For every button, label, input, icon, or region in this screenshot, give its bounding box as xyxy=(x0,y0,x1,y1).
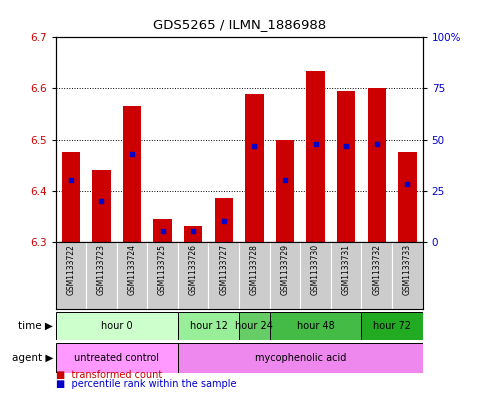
Bar xyxy=(147,242,178,309)
Bar xyxy=(361,242,392,309)
Text: GDS5265 / ILMN_1886988: GDS5265 / ILMN_1886988 xyxy=(153,18,326,31)
Bar xyxy=(337,91,355,242)
Text: GSM1133732: GSM1133732 xyxy=(372,244,381,295)
Text: GSM1133729: GSM1133729 xyxy=(281,244,289,295)
Bar xyxy=(178,312,239,340)
Text: hour 72: hour 72 xyxy=(373,321,411,331)
Text: GSM1133724: GSM1133724 xyxy=(128,244,137,295)
Bar xyxy=(86,242,117,309)
Bar xyxy=(178,343,423,373)
Bar xyxy=(276,140,294,242)
Bar xyxy=(368,88,386,242)
Text: ■  percentile rank within the sample: ■ percentile rank within the sample xyxy=(56,379,236,389)
Bar xyxy=(178,242,209,309)
Text: GSM1133730: GSM1133730 xyxy=(311,244,320,295)
Bar xyxy=(239,242,270,309)
Bar xyxy=(398,152,416,242)
Text: time ▶: time ▶ xyxy=(18,321,53,331)
Text: hour 48: hour 48 xyxy=(297,321,334,331)
Bar xyxy=(209,242,239,309)
Bar xyxy=(56,242,86,309)
Text: GSM1133723: GSM1133723 xyxy=(97,244,106,295)
Bar xyxy=(306,71,325,242)
Bar xyxy=(123,106,141,242)
Bar xyxy=(361,312,423,340)
Text: GSM1133727: GSM1133727 xyxy=(219,244,228,295)
Bar xyxy=(56,312,178,340)
Text: GSM1133731: GSM1133731 xyxy=(341,244,351,295)
Text: hour 0: hour 0 xyxy=(101,321,132,331)
Text: GSM1133722: GSM1133722 xyxy=(66,244,75,295)
Text: mycophenolic acid: mycophenolic acid xyxy=(255,353,346,363)
Text: ■  transformed count: ■ transformed count xyxy=(56,370,162,380)
Bar xyxy=(92,170,111,242)
Text: GSM1133725: GSM1133725 xyxy=(158,244,167,295)
Text: hour 12: hour 12 xyxy=(189,321,227,331)
Bar xyxy=(62,152,80,242)
Bar xyxy=(117,242,147,309)
Text: GSM1133733: GSM1133733 xyxy=(403,244,412,295)
Text: untreated control: untreated control xyxy=(74,353,159,363)
Bar xyxy=(56,343,178,373)
Text: hour 24: hour 24 xyxy=(235,321,273,331)
Text: GSM1133728: GSM1133728 xyxy=(250,244,259,295)
Bar xyxy=(392,242,423,309)
Bar xyxy=(270,312,361,340)
Text: agent ▶: agent ▶ xyxy=(12,353,53,363)
Bar xyxy=(300,242,331,309)
Bar xyxy=(214,198,233,242)
Bar xyxy=(331,242,361,309)
Bar xyxy=(239,312,270,340)
Bar xyxy=(154,219,172,242)
Bar xyxy=(184,226,202,242)
Bar xyxy=(245,94,264,242)
Bar xyxy=(270,242,300,309)
Text: GSM1133726: GSM1133726 xyxy=(189,244,198,295)
